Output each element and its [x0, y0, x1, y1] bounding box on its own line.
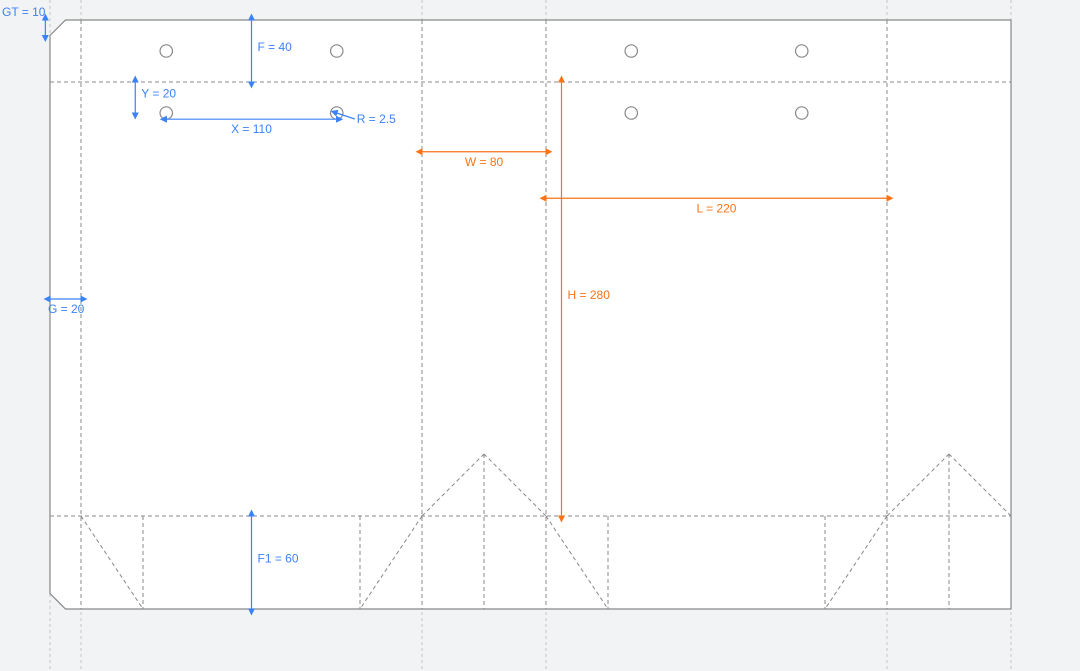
- dim-label: F = 40: [258, 40, 293, 54]
- panel-fill: [50, 20, 1011, 609]
- dim-label: Y = 20: [141, 87, 176, 101]
- dim-label: F1 = 60: [258, 552, 299, 566]
- dim-label-G: G = 20: [48, 302, 85, 316]
- dieline-drawing: GT = 10 F = 40 Y = 20 X = 110 R = 2.5 G = 20 F…: [0, 0, 1080, 671]
- dim-label: H = 280: [568, 288, 611, 302]
- dim-label: X = 110: [231, 122, 272, 136]
- dim-label-R: R = 2.5: [357, 112, 396, 126]
- dim-label-GT: GT = 10: [2, 5, 46, 19]
- dim-label: L = 220: [697, 201, 737, 215]
- dim-label: W = 80: [465, 155, 504, 169]
